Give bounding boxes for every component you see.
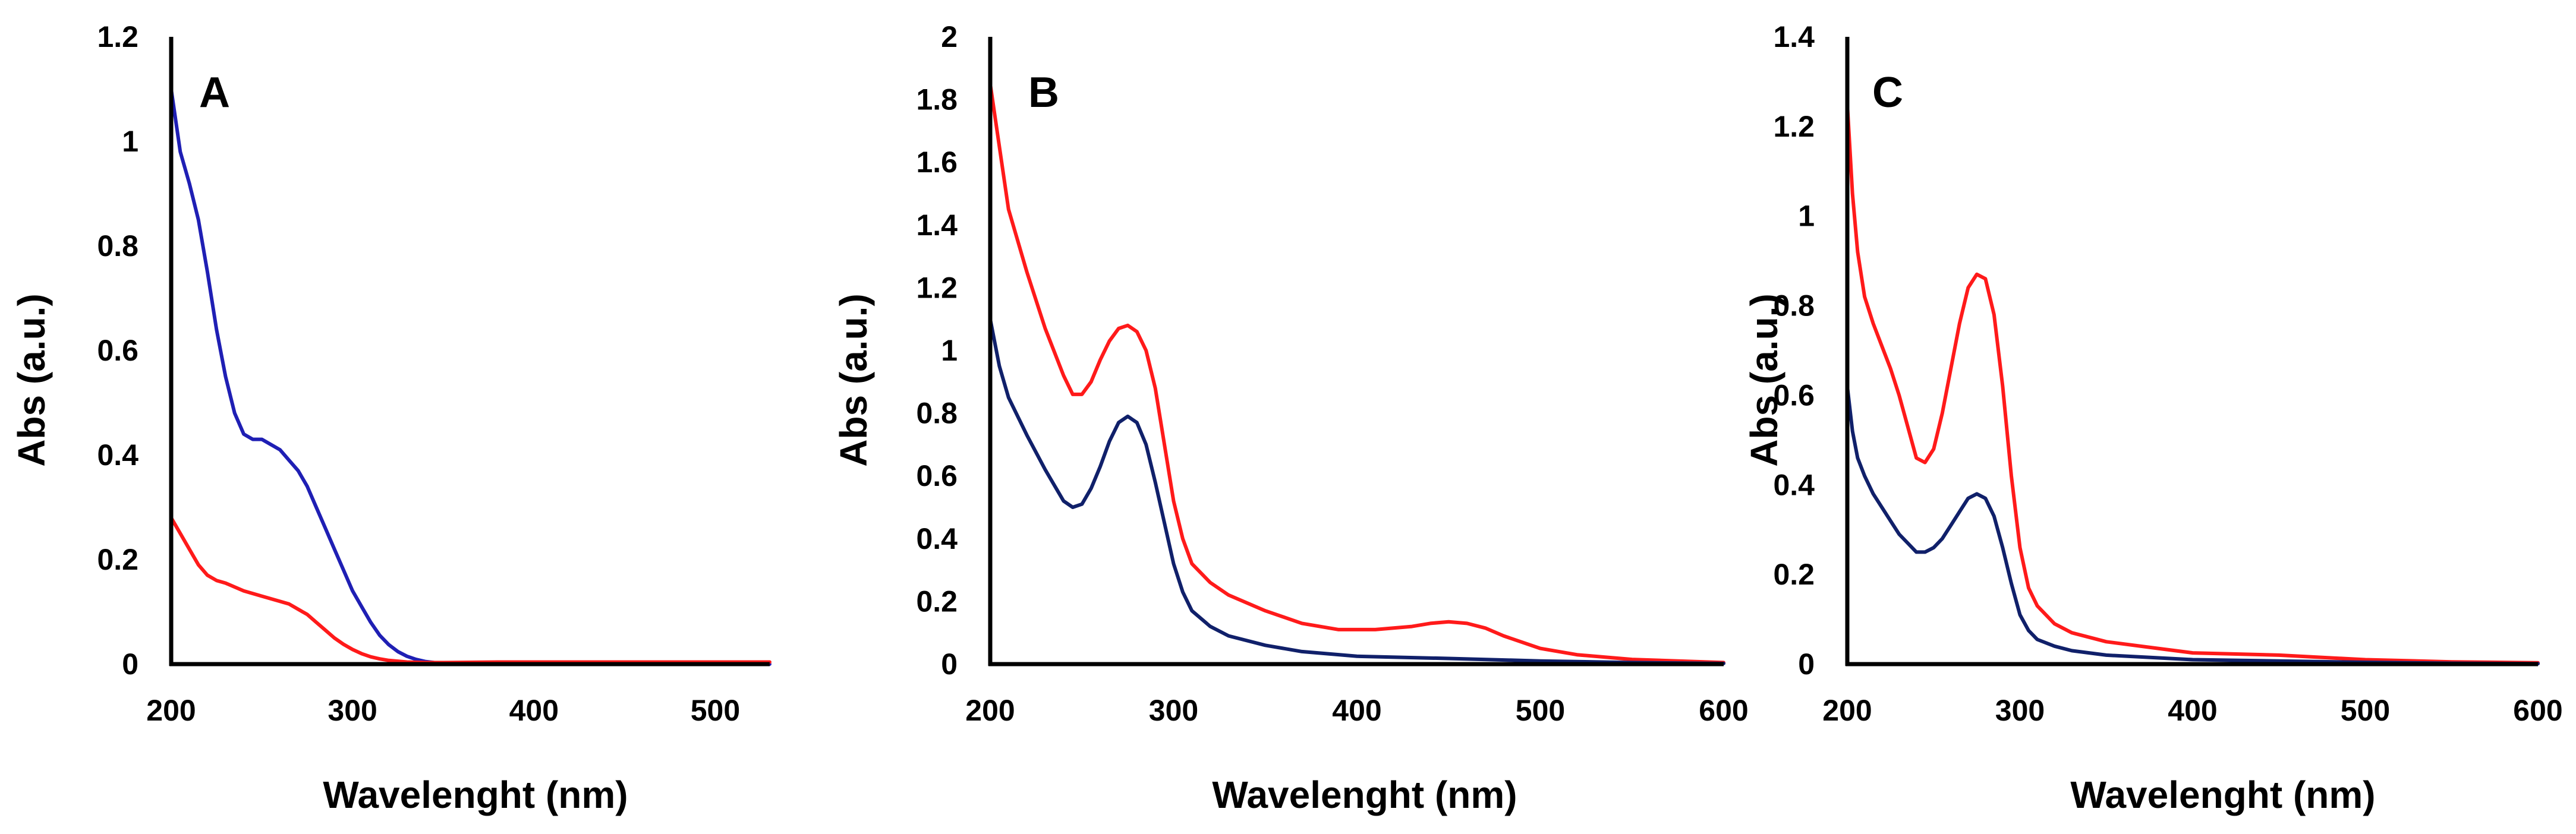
series-line-c-red bbox=[1846, 102, 2540, 665]
y-tick-label-c: 1.2 bbox=[1773, 110, 1815, 143]
y-tick-label-c: 0.2 bbox=[1773, 558, 1815, 591]
chart-panel-c: 0 0.2 0.4 0.6 0.8 1 1.2 1.4 200 300 400 500 600 C Wa… bbox=[1743, 20, 2563, 816]
chart-panel-b: 0 0.2 0.4 0.6 0.8 1 1.2 1.4 1.6 1.8 2 200 300 400 500 6… bbox=[832, 20, 1749, 816]
y-tick-label-c: 0 bbox=[1798, 647, 1815, 681]
x-tick-label-c: 400 bbox=[2168, 694, 2217, 727]
series-line-a-red bbox=[169, 516, 771, 665]
x-axis-title-b: Wavelenght (nm) bbox=[1212, 773, 1517, 816]
x-axis-title-a: Wavelenght (nm) bbox=[323, 773, 628, 816]
y-tick-label-a: 0.6 bbox=[97, 334, 138, 367]
x-tick-label-b: 400 bbox=[1332, 694, 1381, 727]
y-tick-label-c: 1.4 bbox=[1773, 20, 1815, 53]
y-tick-label-c: 1 bbox=[1798, 200, 1815, 233]
y-tick-label-a: 0.2 bbox=[97, 543, 138, 576]
y-axis-title-c: Abs (a.u.) bbox=[1743, 293, 1785, 467]
plot-area-b: 0 0.2 0.4 0.6 0.8 1 1.2 1.4 1.6 1.8 2 200 300 400 500 6… bbox=[916, 20, 1748, 727]
y-tick-label-b: 0 bbox=[941, 647, 958, 681]
y-tick-label-a: 0 bbox=[122, 647, 138, 681]
y-tick-label-b: 1.2 bbox=[916, 271, 958, 304]
y-tick-label-a: 0.8 bbox=[97, 229, 138, 263]
y-tick-label-a: 0.4 bbox=[97, 438, 138, 472]
y-tick-label-c: 0.6 bbox=[1773, 378, 1815, 412]
series-line-b-red bbox=[988, 82, 1725, 665]
x-tick-label-b: 600 bbox=[1699, 694, 1748, 727]
x-tick-label-b: 300 bbox=[1149, 694, 1198, 727]
x-tick-label-c: 500 bbox=[2341, 694, 2390, 727]
y-tick-label-b: 0.6 bbox=[916, 459, 958, 492]
x-axis-title-c: Wavelenght (nm) bbox=[2070, 773, 2375, 816]
x-tick-label-a: 200 bbox=[146, 694, 196, 727]
y-tick-label-b: 1.8 bbox=[916, 83, 958, 116]
y-axis-title-a: Abs (a.u.) bbox=[10, 293, 53, 467]
plot-area-c: 0 0.2 0.4 0.6 0.8 1 1.2 1.4 200 300 400 500 600 bbox=[1773, 20, 2562, 727]
panel-label-c: C bbox=[1872, 69, 1903, 116]
y-tick-label-b: 2 bbox=[941, 20, 958, 53]
y-tick-label-a: 1 bbox=[122, 125, 138, 158]
x-tick-label-c: 600 bbox=[2513, 694, 2562, 727]
y-axis-title-b: Abs (a.u.) bbox=[832, 293, 875, 467]
y-tick-label-b: 1.4 bbox=[916, 208, 958, 242]
y-tick-label-a: 1.2 bbox=[97, 20, 138, 53]
x-tick-label-b: 500 bbox=[1516, 694, 1565, 727]
panel-label-b: B bbox=[1028, 69, 1059, 116]
y-tick-label-b: 1.6 bbox=[916, 146, 958, 179]
x-tick-label-b: 200 bbox=[965, 694, 1015, 727]
chart-panel-a: 0 0.2 0.4 0.6 0.8 1 1.2 200 300 400 500 A Waveleng… bbox=[10, 20, 771, 816]
x-tick-label-a: 500 bbox=[691, 694, 740, 727]
x-tick-label-a: 400 bbox=[509, 694, 559, 727]
series-line-c-navy bbox=[1846, 384, 2540, 666]
y-tick-label-b: 0.8 bbox=[916, 397, 958, 430]
plot-area-a: 0 0.2 0.4 0.6 0.8 1 1.2 200 300 400 500 bbox=[97, 20, 771, 727]
y-tick-label-c: 0.8 bbox=[1773, 289, 1815, 323]
y-tick-label-c: 0.4 bbox=[1773, 468, 1815, 501]
x-tick-label-a: 300 bbox=[327, 694, 377, 727]
x-tick-label-c: 300 bbox=[1995, 694, 2045, 727]
series-line-a-blue bbox=[169, 87, 771, 666]
panel-label-a: A bbox=[199, 69, 230, 116]
y-tick-label-b: 0.2 bbox=[916, 585, 958, 618]
y-tick-label-b: 1 bbox=[941, 334, 958, 367]
x-tick-label-c: 200 bbox=[1822, 694, 1872, 727]
series-line-b-navy bbox=[988, 317, 1725, 665]
y-tick-label-b: 0.4 bbox=[916, 522, 958, 555]
